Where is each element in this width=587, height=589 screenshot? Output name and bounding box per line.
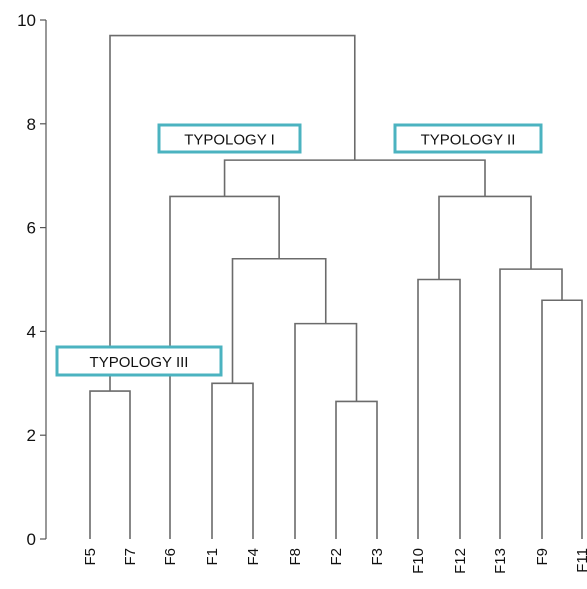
leaf-label-f9: F9 [534,548,551,566]
merge-link-4 [294,322,358,539]
y-tick-label-10: 10 [17,11,36,30]
y-tick-label-6: 6 [27,219,36,238]
typology-iii-box [55,345,223,377]
leaf-label-f3: F3 [369,548,386,566]
typology-i-box [157,123,302,154]
typology-annotations: TYPOLOGY I TYPOLOGY II TYPOLOGY III [55,123,543,377]
leaf-labels: F5 F7 F6 F1 F4 F8 F2 F3 F10 F12 F13 F9 F11 [82,548,587,574]
typology-i-label: TYPOLOGY I [184,132,275,149]
merge-link-1 [335,400,378,539]
leaf-label-f12: F12 [452,548,469,574]
merge-link-10 [438,195,532,280]
merge-link-7 [499,268,563,539]
y-axis: 0 2 4 6 8 10 [17,11,47,549]
merge-link-3 [211,382,254,539]
leaf-label-f11: F11 [574,548,587,573]
leaf-label-f5: F5 [82,548,99,566]
y-tick-label-2: 2 [27,426,36,445]
typology-ii-box [393,123,543,154]
merge-link-12 [109,34,356,392]
merge-link-6 [417,278,461,539]
leaf-label-f2: F2 [328,548,345,566]
leaf-label-f8: F8 [287,548,304,566]
leaf-label-f4: F4 [245,548,262,566]
leaf-label-f13: F13 [492,548,509,574]
merge-link-5 [541,299,583,539]
y-tick-label-4: 4 [27,322,36,341]
y-tick-label-0: 0 [27,530,36,549]
leaf-label-f6: F6 [162,548,179,566]
merge-link-8 [231,257,327,384]
leaf-label-f1: F1 [204,548,221,566]
leaf-label-f7: F7 [122,548,139,566]
merge-link-2 [89,390,131,539]
y-tick-label-8: 8 [27,115,36,134]
dendrogram-links [89,34,583,539]
typology-ii-label: TYPOLOGY II [421,132,516,149]
leaf-label-f10: F10 [410,548,427,574]
typology-iii-label: TYPOLOGY III [90,354,189,371]
merge-link-11 [223,159,486,197]
